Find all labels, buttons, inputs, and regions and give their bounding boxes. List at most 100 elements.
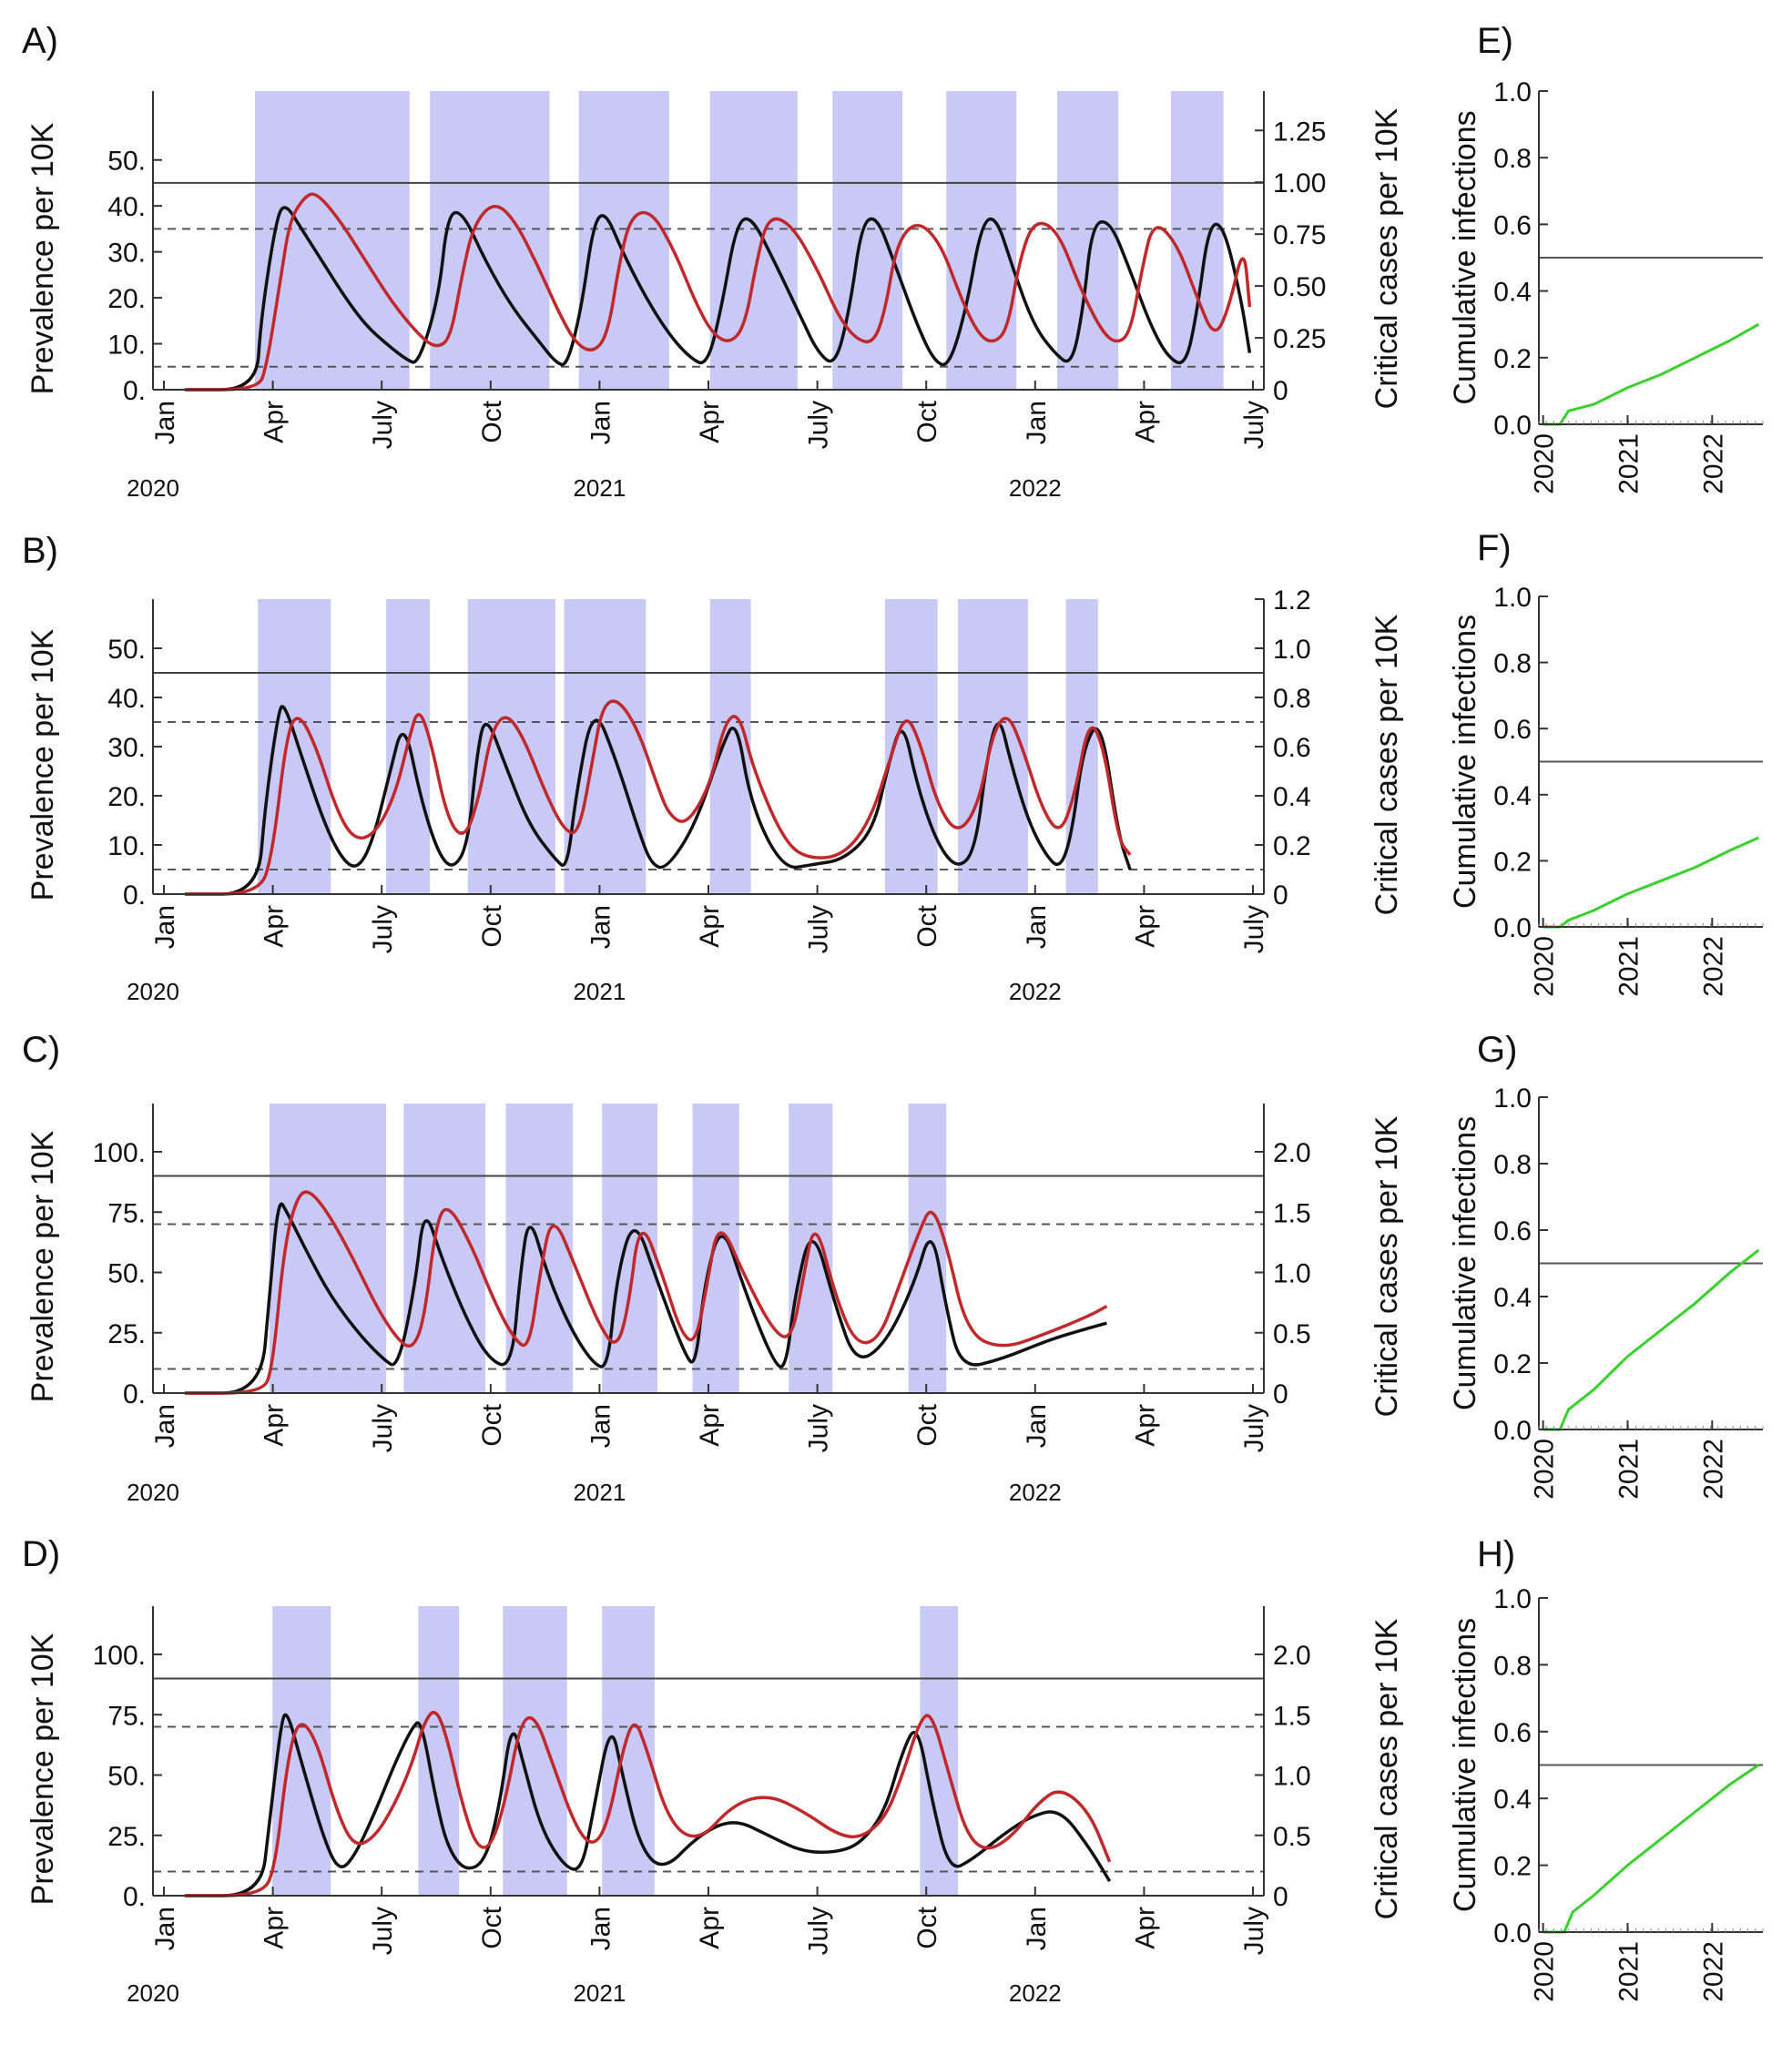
y-tick-label: 0.8 xyxy=(1493,649,1532,679)
y-tick-label: 0.8 xyxy=(1493,144,1532,174)
x-tick-label: Oct xyxy=(912,1403,942,1446)
x-tick-label: Apr xyxy=(260,1404,290,1447)
series-line-1 xyxy=(185,192,1252,392)
shaded-intervention-4 xyxy=(709,599,751,894)
x-tick-label: Oct xyxy=(912,1906,942,1948)
y-right-tick-label: 1.0 xyxy=(1273,635,1311,665)
y-axis-label: Cumulative infections xyxy=(1448,1116,1482,1410)
series-line-0 xyxy=(185,206,1252,392)
y-tick-label: 50. xyxy=(107,1762,146,1792)
y-tick-label: 0.8 xyxy=(1493,1150,1532,1180)
y-axis-label: Cumulative infections xyxy=(1448,615,1482,909)
y-tick-label: 0.6 xyxy=(1493,1216,1532,1246)
series-line-1 xyxy=(185,1190,1108,1395)
x-tick-label: July xyxy=(804,401,834,449)
y-tick-label: 0.2 xyxy=(1493,1852,1532,1882)
cumulative-line xyxy=(1543,1248,1760,1431)
y-tick-label: 50. xyxy=(107,147,146,177)
x-tick-label: July xyxy=(1239,905,1269,953)
y-tick-label: 0.2 xyxy=(1493,344,1532,374)
y-right-tick-label: 0.4 xyxy=(1273,782,1311,812)
y-right-tick-label: 0 xyxy=(1273,1882,1288,1912)
y-axis-label: Prevalence per 10K xyxy=(25,1633,60,1905)
x-tick-label: Apr xyxy=(1130,905,1160,948)
y-tick-label: 100. xyxy=(93,1138,146,1168)
shaded-intervention-4 xyxy=(920,1606,959,1896)
shaded-intervention-0 xyxy=(258,599,331,894)
x-tick-label: 2021 xyxy=(1614,1439,1644,1500)
y-tick-label: 50. xyxy=(107,1259,146,1289)
shaded-intervention-6 xyxy=(908,1104,947,1393)
shaded-intervention-3 xyxy=(709,91,798,390)
x-tick-label: Oct xyxy=(912,904,942,947)
shaded-intervention-0 xyxy=(269,1104,387,1393)
y-right-tick-label: 0.50 xyxy=(1273,272,1326,302)
shaded-intervention-4 xyxy=(832,91,903,390)
panel-letter: A) xyxy=(22,21,58,61)
shaded-intervention-2 xyxy=(467,599,555,894)
panel-e: 0.0 0.2 0.4 0.6 0.8 1.0 2020 2021 2022 Cumulative… xyxy=(1448,21,1764,494)
y-right-tick-label: 1.25 xyxy=(1273,117,1326,147)
x-tick-label: Apr xyxy=(260,401,290,443)
shaded-intervention-6 xyxy=(1056,91,1119,390)
x-tick-label: 2021 xyxy=(1614,433,1644,494)
y-right-tick-label: 0.25 xyxy=(1273,324,1326,354)
shaded-intervention-5 xyxy=(789,1104,833,1393)
x-tick-label: July xyxy=(1239,401,1269,449)
y-tick-label: 0.6 xyxy=(1493,210,1532,240)
shaded-intervention-6 xyxy=(958,599,1028,894)
y-tick-label: 0. xyxy=(123,1379,146,1409)
panel-letter: H) xyxy=(1477,1534,1515,1574)
x-tick-label: Jan xyxy=(585,1404,616,1448)
x-tick-label: Apr xyxy=(695,1404,725,1447)
y-right-tick-label: 2.0 xyxy=(1273,1641,1311,1671)
y-tick-label: 10. xyxy=(107,831,146,861)
x-tick-label: 2020 xyxy=(1530,1439,1560,1500)
y-axis-label: Prevalence per 10K xyxy=(25,628,60,900)
x-tick-label: Oct xyxy=(477,904,507,947)
y-tick-label: 1.0 xyxy=(1493,77,1532,107)
y-tick-label: 20. xyxy=(107,782,146,812)
y-tick-label: 0.8 xyxy=(1493,1651,1532,1681)
y-tick-label: 75. xyxy=(107,1198,146,1228)
year-label: 2022 xyxy=(1009,1479,1062,1506)
y-right-tick-label: 1.2 xyxy=(1273,585,1311,616)
y-tick-label: 1.0 xyxy=(1493,583,1532,613)
y-right-tick-label: 1.5 xyxy=(1273,1701,1311,1731)
y-right-tick-label: 0 xyxy=(1273,1379,1288,1409)
series-line-1 xyxy=(185,699,1132,896)
x-tick-label: Apr xyxy=(695,1907,725,1949)
y-axis-label: Prevalence per 10K xyxy=(25,1130,60,1402)
x-tick-label: 2022 xyxy=(1698,433,1728,494)
y-right-tick-label: 0.75 xyxy=(1273,220,1326,250)
panel-letter: F) xyxy=(1477,528,1512,568)
x-tick-label: 2020 xyxy=(1530,1941,1560,2002)
x-tick-label: Jan xyxy=(1022,1907,1052,1950)
x-tick-label: 2022 xyxy=(1698,1941,1728,2002)
y-tick-label: 30. xyxy=(107,239,146,269)
x-tick-label: Jan xyxy=(585,401,616,444)
x-tick-label: July xyxy=(804,1907,834,1955)
series-line-0 xyxy=(185,1713,1112,1897)
y-right-tick-label: 2.0 xyxy=(1273,1138,1311,1168)
y-axis-label: Cumulative infections xyxy=(1448,1618,1482,1912)
panel-c: 0. 25. 50. 75. 100. 0 0.5 1.0 1.5 2.0 Jan Apr July Oc… xyxy=(22,1030,1404,1506)
panel-b: 0. 10. 20. 30. 40. 50. 0 0.2 0.4 0.6 0.8 1.0 1.2 Jan A… xyxy=(22,531,1404,1005)
cumulative-line xyxy=(1543,1764,1760,1934)
year-label: 2022 xyxy=(1009,1979,1062,2007)
y-tick-label: 0.0 xyxy=(1493,411,1532,441)
x-tick-label: 2021 xyxy=(1614,936,1644,997)
year-label: 2020 xyxy=(127,1479,179,1506)
shaded-intervention-1 xyxy=(430,91,550,390)
y-right-tick-label: 0.6 xyxy=(1273,733,1311,763)
shaded-intervention-7 xyxy=(1065,599,1098,894)
x-tick-label: Oct xyxy=(477,400,507,443)
x-tick-label: July xyxy=(804,905,834,953)
x-tick-label: Jan xyxy=(150,1404,180,1448)
year-label: 2021 xyxy=(573,1479,626,1506)
series-line-0 xyxy=(185,1202,1107,1395)
y-right-axis-label: Critical cases per 10K xyxy=(1369,107,1404,409)
shaded-intervention-0 xyxy=(272,1606,331,1896)
y-tick-label: 0. xyxy=(123,1882,146,1912)
